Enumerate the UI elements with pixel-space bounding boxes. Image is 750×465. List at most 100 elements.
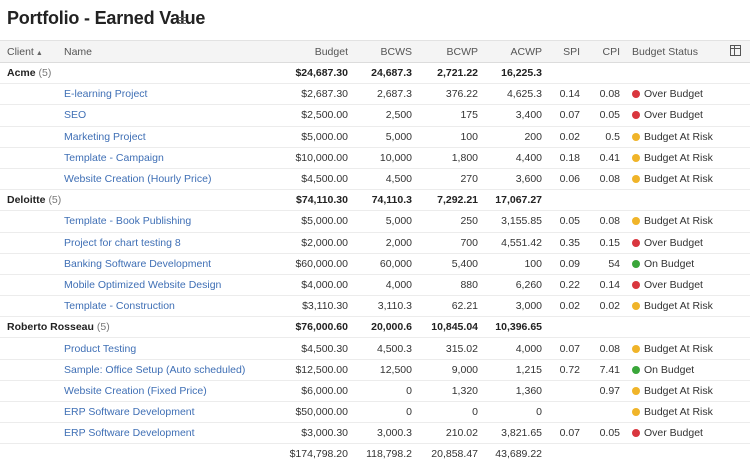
row-bcws: 12,500 (348, 359, 412, 381)
row-budget: $4,500.30 (282, 337, 348, 360)
project-link[interactable]: Template - Book Publishing (64, 210, 282, 233)
row-client-spacer (0, 126, 64, 148)
group-row[interactable]: Roberto Rosseau (5) $76,000.60 20,000.6 10,… (0, 316, 750, 339)
row-client-spacer (0, 147, 64, 169)
row-budget: $12,500.00 (282, 359, 348, 381)
row-bcwp: 9,000 (412, 359, 478, 381)
column-chooser-button[interactable] (720, 40, 750, 63)
row-bcws: 4,500.3 (348, 337, 412, 360)
row-budget: $2,687.30 (282, 83, 348, 106)
project-link[interactable]: Website Creation (Fixed Price) (64, 380, 282, 403)
row-bcwp: 700 (412, 232, 478, 254)
row-bcws: 2,687.3 (348, 83, 412, 106)
project-link[interactable]: Template - Construction (64, 295, 282, 318)
project-link[interactable]: Sample: Office Setup (Auto scheduled) (64, 359, 282, 381)
group-status (620, 316, 720, 339)
budget-status: On Budget (620, 253, 720, 275)
row-client-spacer (0, 295, 64, 318)
row-bcwp: 62.21 (412, 295, 478, 318)
project-link[interactable]: Marketing Project (64, 126, 282, 148)
totals-spacer (0, 443, 64, 465)
total-budget: $174,798.20 (282, 443, 348, 465)
project-link[interactable]: SEO (64, 104, 282, 127)
group-row[interactable]: Acme (5) $24,687.30 24,687.3 2,721.22 16,225… (0, 62, 750, 85)
group-client[interactable]: Acme (5) (0, 62, 282, 85)
row-extra (720, 232, 750, 254)
group-cpi (580, 62, 620, 85)
status-dot-icon (632, 259, 640, 268)
row-extra (720, 422, 750, 445)
column-header-budget[interactable]: Budget (282, 40, 348, 63)
group-client-name: Deloitte (7, 194, 46, 207)
project-link[interactable]: Template - Campaign (64, 147, 282, 169)
table-row: SEO $2,500.00 2,500 175 3,400 0.07 0.05 Over Bu… (0, 104, 750, 127)
row-spi: 0.02 (542, 126, 580, 148)
group-status (620, 62, 720, 85)
row-bcwp: 210.02 (412, 422, 478, 445)
group-bcws: 20,000.6 (348, 316, 412, 339)
row-acwp: 1,215 (478, 359, 542, 381)
project-link[interactable]: Banking Software Development (64, 253, 282, 275)
group-cpi (580, 189, 620, 212)
column-header-name[interactable]: Name (64, 40, 282, 63)
status-dot-icon (632, 90, 640, 99)
group-count: (5) (96, 321, 110, 334)
row-budget: $50,000.00 (282, 401, 348, 424)
row-acwp: 0 (478, 401, 542, 424)
row-acwp: 3,000 (478, 295, 542, 318)
project-link[interactable]: Project for chart testing 8 (64, 232, 282, 254)
table-row: Project for chart testing 8 $2,000.00 2,00… (0, 232, 750, 254)
row-client-spacer (0, 232, 64, 254)
column-header-spi[interactable]: SPI (542, 40, 580, 63)
row-client-spacer (0, 168, 64, 191)
column-header-client[interactable]: Client ▲ (0, 40, 64, 63)
column-header-bcwp[interactable]: BCWP (412, 40, 478, 63)
column-header-bcws[interactable]: BCWS (348, 40, 412, 63)
row-spi: 0.35 (542, 232, 580, 254)
budget-status: Budget At Risk (620, 295, 720, 318)
project-link[interactable]: ERP Software Development (64, 422, 282, 445)
project-link[interactable]: Mobile Optimized Website Design (64, 274, 282, 297)
row-bcws: 10,000 (348, 147, 412, 169)
column-header-budget-status[interactable]: Budget Status (620, 40, 720, 63)
row-acwp: 3,400 (478, 104, 542, 127)
row-acwp: 4,000 (478, 337, 542, 360)
project-link[interactable]: Product Testing (64, 337, 282, 360)
column-header-acwp[interactable]: ACWP (478, 40, 542, 63)
total-bcwp: 20,858.47 (412, 443, 478, 465)
budget-status: Over Budget (620, 83, 720, 106)
row-bcwp: 880 (412, 274, 478, 297)
status-dot-icon (632, 386, 640, 395)
group-acwp: 16,225.3 (478, 62, 542, 85)
row-budget: $3,110.30 (282, 295, 348, 318)
status-label: Budget At Risk (644, 130, 713, 143)
row-client-spacer (0, 210, 64, 233)
group-client[interactable]: Roberto Rosseau (5) (0, 316, 282, 339)
project-link[interactable]: Website Creation (Hourly Price) (64, 168, 282, 191)
row-extra (720, 104, 750, 127)
row-bcws: 60,000 (348, 253, 412, 275)
row-spi: 0.06 (542, 168, 580, 191)
row-acwp: 100 (478, 253, 542, 275)
budget-status: Budget At Risk (620, 401, 720, 424)
row-extra (720, 359, 750, 381)
row-spi (542, 401, 580, 424)
group-row[interactable]: Deloitte (5) $74,110.30 74,110.3 7,292.21 17… (0, 189, 750, 212)
status-dot-icon (632, 175, 640, 184)
totals-row: $174,798.20 118,798.2 20,858.47 43,689.22 (0, 443, 750, 465)
row-extra (720, 380, 750, 403)
project-link[interactable]: ERP Software Development (64, 401, 282, 424)
project-link[interactable]: E-learning Project (64, 83, 282, 106)
group-budget: $74,110.30 (282, 189, 348, 212)
status-label: Budget At Risk (644, 384, 713, 397)
menu-icon[interactable] (178, 17, 186, 25)
group-client[interactable]: Deloitte (5) (0, 189, 282, 212)
column-header-cpi[interactable]: CPI (580, 40, 620, 63)
table-header-row: Client ▲ Name Budget BCWS BCWP ACWP SPI C… (0, 40, 750, 63)
row-spi: 0.07 (542, 104, 580, 127)
group-extra (720, 189, 750, 212)
page-title: Portfolio - Earned Value (7, 8, 206, 28)
row-bcws: 3,000.3 (348, 422, 412, 445)
row-acwp: 4,551.42 (478, 232, 542, 254)
row-acwp: 4,625.3 (478, 83, 542, 106)
